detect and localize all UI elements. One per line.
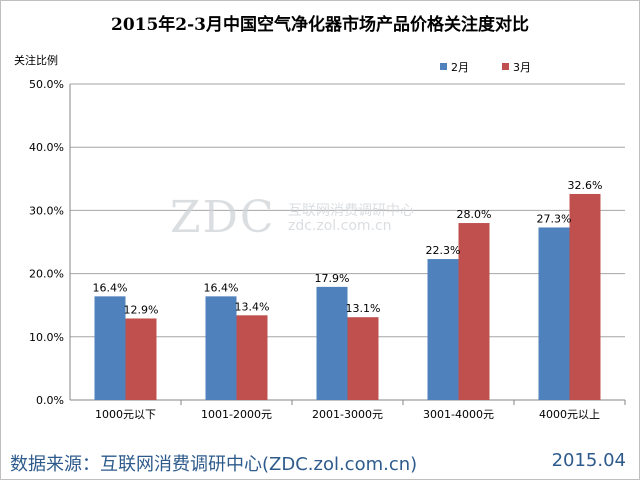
axis-layer: 0.0% 10.0% 20.0% 30.0% 40.0% 50.0% 1000元以下 1001… <box>29 78 626 421</box>
bar-layer <box>94 193 601 400</box>
y-tick-label: 40.0% <box>29 141 64 154</box>
watermark-logo: ZDC <box>170 192 276 243</box>
y-tick-label: 30.0% <box>29 204 64 217</box>
data-label: 13.1% <box>346 302 381 315</box>
legend-label: 2月 <box>451 61 469 74</box>
watermark: ZDC 互联网消费调研中心 zdc.zol.com.cn <box>170 192 414 243</box>
data-label: 32.6% <box>568 179 603 192</box>
bar-feb <box>538 227 570 400</box>
y-axis-label: 关注比例 <box>14 53 58 67</box>
y-tick-label: 10.0% <box>29 331 64 344</box>
legend-swatch <box>502 63 509 70</box>
bar-feb <box>427 259 459 400</box>
bar-mar <box>125 318 157 400</box>
data-label: 16.4% <box>93 281 128 294</box>
x-tick-label: 1000元以下 <box>95 408 156 421</box>
bar-chart: 2015年2-3月中国空气净化器市场产品价格关注度对比 关注比例 0.0% 10.… <box>14 14 626 421</box>
bar-mar <box>569 193 601 400</box>
bar-feb <box>205 296 237 400</box>
y-tick-label: 20.0% <box>29 268 64 281</box>
source-note: 数据来源：互联网消费调研中心(ZDC.zol.com.cn) <box>10 454 418 475</box>
report-date: 2015.04 <box>551 450 626 471</box>
data-label: 28.0% <box>457 208 492 221</box>
chart-title: 2015年2-3月中国空气净化器市场产品价格关注度对比 <box>111 14 529 35</box>
data-label: 12.9% <box>124 303 159 316</box>
bar-feb <box>316 286 348 400</box>
x-tick-label: 3001-4000元 <box>423 408 494 421</box>
x-tick-label: 4000元以上 <box>539 408 600 421</box>
bar-feb <box>94 296 126 400</box>
data-label: 16.4% <box>204 281 239 294</box>
label-layer: 16.4% 12.9% 16.4% 13.4% 17.9% 13.1% 22.3% 28.0%… <box>93 179 603 317</box>
legend-swatch <box>440 63 447 70</box>
data-label: 22.3% <box>426 244 461 257</box>
bar-mar <box>347 317 379 400</box>
data-label: 17.9% <box>315 272 350 285</box>
data-label: 27.3% <box>537 212 572 225</box>
x-tick-label: 1001-2000元 <box>201 408 272 421</box>
y-tick-label: 50.0% <box>29 78 64 91</box>
bar-mar <box>236 315 268 400</box>
y-tick-label: 0.0% <box>36 394 64 407</box>
watermark-url: zdc.zol.com.cn <box>288 218 392 234</box>
bar-mar <box>458 223 490 400</box>
data-label: 13.4% <box>235 300 270 313</box>
x-tick-label: 2001-3000元 <box>312 408 383 421</box>
footer: 数据来源：互联网消费调研中心(ZDC.zol.com.cn) 2015.04 <box>0 444 640 480</box>
watermark-text: 互联网消费调研中心 <box>288 203 414 219</box>
legend-label: 3月 <box>513 61 531 74</box>
legend: 2月 3月 <box>440 61 531 74</box>
